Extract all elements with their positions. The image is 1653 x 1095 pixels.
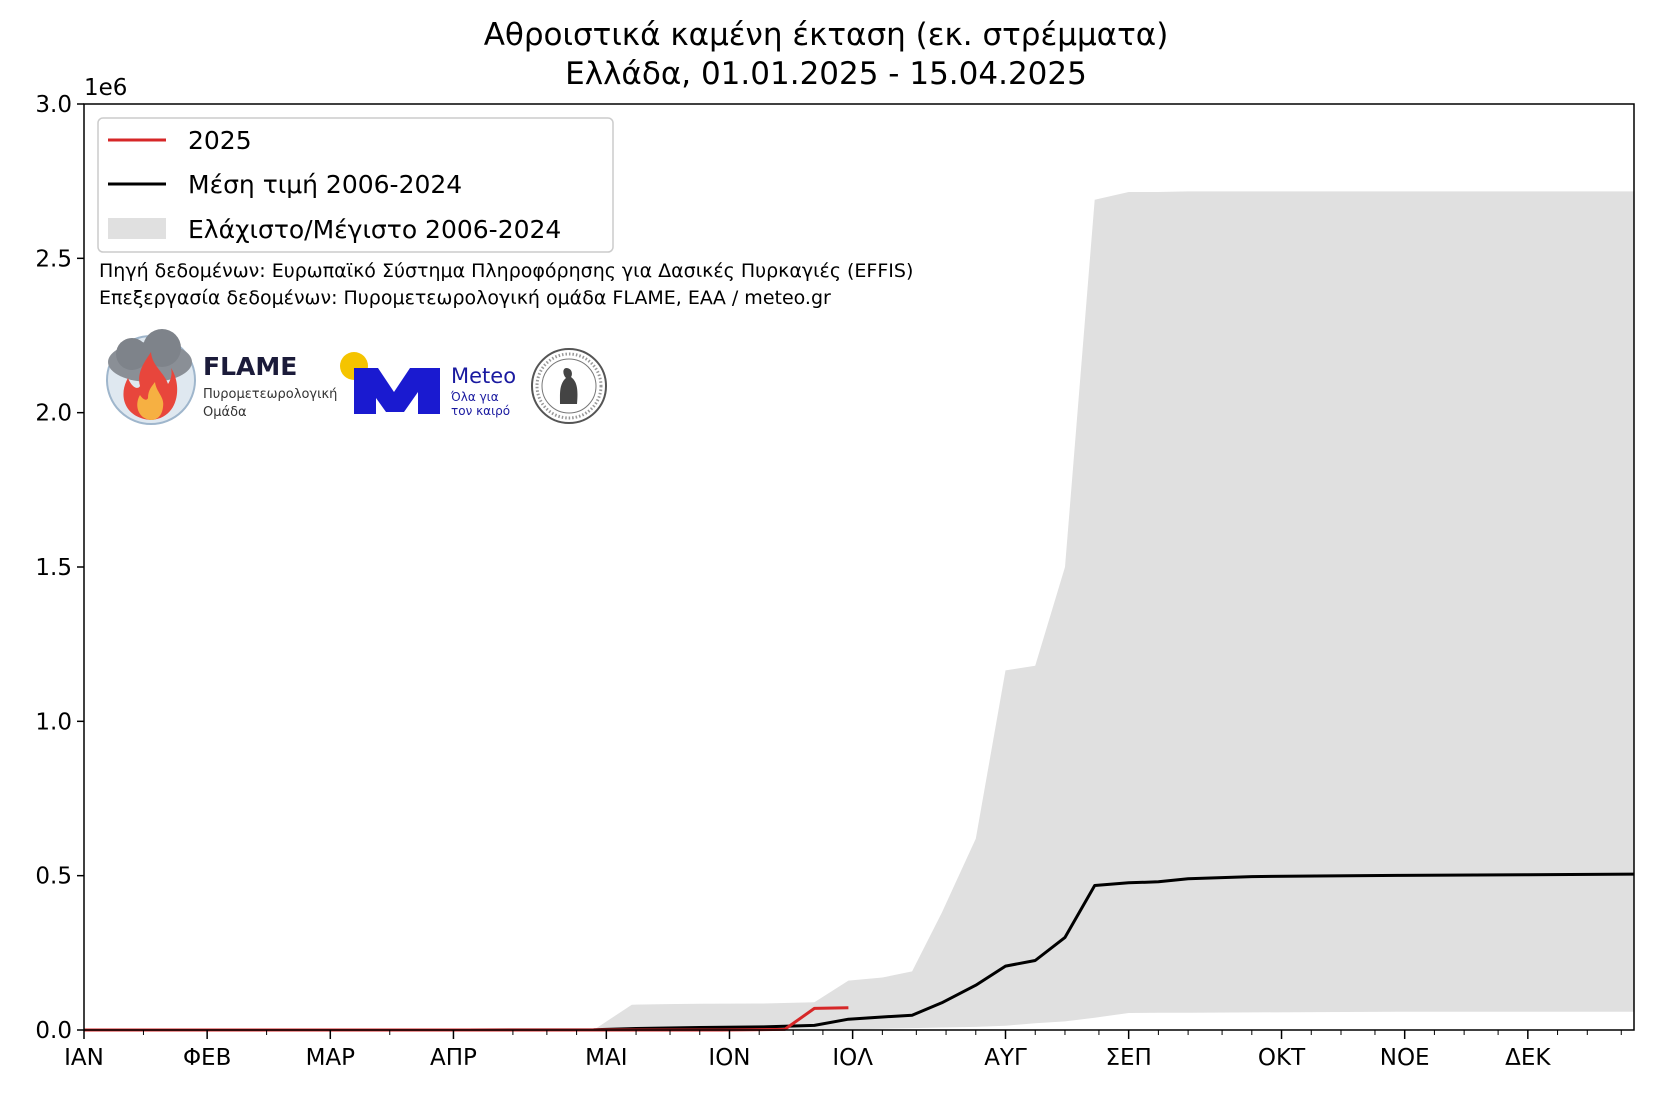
- noa-seal-text-ring: [535, 352, 603, 420]
- x-tick-label: ΙΟΝ: [708, 1045, 750, 1071]
- flame-logo-name: FLAME: [203, 352, 297, 381]
- meteo-logo-line2: τον καιρό: [451, 404, 510, 418]
- y-tick-label: 3.0: [35, 92, 72, 118]
- legend-label-2025: 2025: [188, 126, 252, 155]
- legend-box: [97, 117, 614, 253]
- y-tick-label: 2.0: [35, 401, 72, 427]
- meteo-logo: Meteo Όλα για τον καιρό: [340, 352, 516, 418]
- meteo-logo-line1: Όλα για: [450, 390, 499, 404]
- data-processing-note: Επεξεργασία δεδομένων: Πυρομετεωρολογική…: [99, 287, 831, 309]
- flame-logo-inner-fire-icon: [137, 382, 164, 420]
- x-tick-label: ΟΚΤ: [1258, 1045, 1306, 1071]
- noa-seal-logo: [531, 348, 607, 424]
- y-tick-label: 0.0: [35, 1018, 72, 1044]
- legend-label-mean: Μέση τιμή 2006-2024: [188, 170, 462, 199]
- y-tick-label: 0.5: [35, 864, 72, 890]
- y-tick-label: 1.0: [35, 709, 72, 735]
- chart-subtitle: Ελλάδα, 01.01.2025 - 15.04.2025: [565, 56, 1087, 92]
- y-tick-label: 1.5: [35, 555, 72, 581]
- y-offset-label: 1e6: [84, 75, 127, 101]
- legend-label-band: Ελάχιστο/Μέγιστο 2006-2024: [188, 215, 561, 244]
- legend-swatch-band: [108, 218, 166, 239]
- meteo-m-icon: [354, 368, 440, 414]
- x-axis: ΙΑΝ ΦΕΒ ΜΑΡ ΑΠΡ ΜΑΙ ΙΟΝ ΙΟΛ ΑΥΓ ΣΕΠ ΟΚΤ ΝΟΕ ΔΕΚ: [64, 1030, 1622, 1071]
- x-tick-label: ΑΠΡ: [430, 1045, 477, 1071]
- y-tick-label: 2.5: [35, 246, 72, 272]
- data-source-note: Πηγή δεδομένων: Ευρωπαϊκό Σύστημα Πληροφ…: [99, 260, 913, 282]
- noa-seal-figure-icon: [559, 368, 578, 404]
- x-tick-label: ΑΥΓ: [984, 1045, 1027, 1071]
- meteo-logo-name: Meteo: [451, 364, 516, 388]
- x-tick-label: ΣΕΠ: [1105, 1045, 1151, 1071]
- noa-seal-inner-ring: [541, 358, 597, 414]
- flame-logo-cloud-puff: [116, 338, 148, 370]
- flame-logo: FLAME Πυρομετεωρολογική Ομάδα: [106, 329, 337, 425]
- chart-title: Αθροιστικά καμένη έκταση (εκ. στρέμματα): [484, 17, 1169, 53]
- legend: 2025 Μέση τιμή 2006-2024 Ελάχιστο/Μέγιστ…: [97, 117, 614, 253]
- flame-logo-fire-icon: [123, 352, 178, 420]
- min-max-band: [84, 191, 1634, 1030]
- flame-logo-line2: Ομάδα: [203, 405, 247, 420]
- flame-logo-cloud-puff: [143, 329, 181, 367]
- min-max-band-layer: [84, 191, 1634, 1030]
- x-tick-label: ΜΑΡ: [306, 1045, 356, 1071]
- x-tick-label: ΙΟΛ: [832, 1045, 873, 1071]
- x-tick-label: ΦΕΒ: [183, 1045, 231, 1071]
- x-tick-label: ΔΕΚ: [1505, 1045, 1551, 1071]
- x-tick-label: ΝΟΕ: [1380, 1045, 1430, 1071]
- y-axis: 0.0 0.5 1.0 1.5 2.0 2.5 3.0: [35, 92, 84, 1044]
- flame-logo-line1: Πυρομετεωρολογική: [203, 387, 337, 402]
- x-tick-label: ΙΑΝ: [64, 1045, 104, 1071]
- x-tick-label: ΜΑΙ: [585, 1045, 627, 1071]
